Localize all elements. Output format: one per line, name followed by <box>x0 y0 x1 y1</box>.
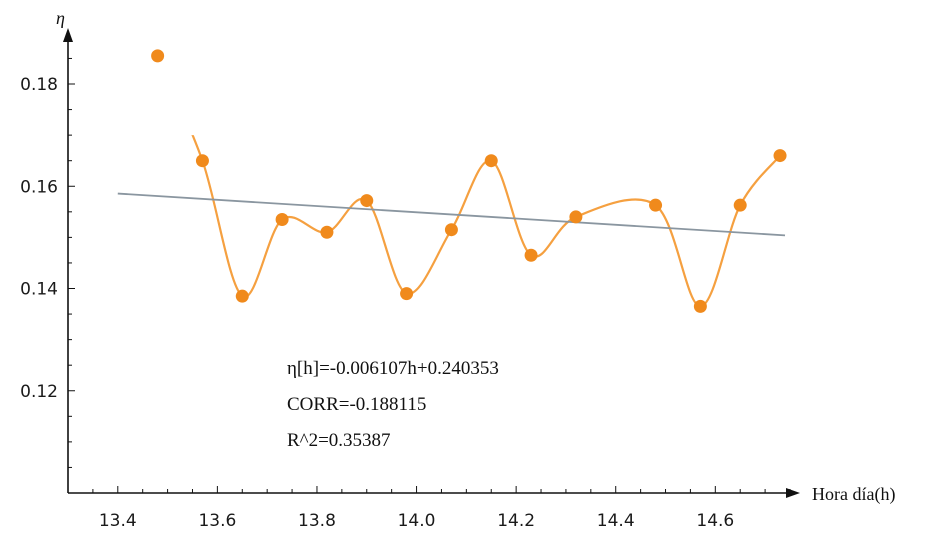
axes <box>63 28 800 498</box>
data-point <box>484 154 498 168</box>
y-tick-label: 0.14 <box>20 280 58 300</box>
data-point <box>360 194 374 208</box>
data-point <box>275 212 289 226</box>
y-tick-label: 0.18 <box>20 75 58 95</box>
y-axis-label: η <box>56 8 65 28</box>
data-point <box>569 210 583 224</box>
x-tick-label: 13.6 <box>198 511 236 531</box>
regression-line <box>117 192 786 237</box>
corr-annotation: CORR=-0.188115 <box>287 394 426 415</box>
x-tick-label: 14.2 <box>497 511 535 531</box>
data-point <box>773 149 787 163</box>
r2-annotation: R^2=0.35387 <box>287 430 391 451</box>
data-point <box>444 223 458 237</box>
y-tick-label: 0.12 <box>20 382 58 402</box>
data-point <box>235 289 249 303</box>
data-point <box>151 49 165 63</box>
ticks <box>68 57 791 493</box>
x-axis-arrow <box>786 488 800 498</box>
x-axis-label: Hora día(h) <box>812 484 895 505</box>
data-point <box>195 154 209 168</box>
equation-annotation: η[h]=-0.006107h+0.240353 <box>287 358 499 379</box>
data-point <box>524 248 538 262</box>
tick-labels: 13.4 13.6 13.8 14.0 14.2 14.4 14.6 0.12 0.14 0.16… <box>20 75 734 531</box>
x-tick-label: 13.8 <box>298 511 336 531</box>
y-axis-arrow <box>63 28 73 42</box>
data-point <box>649 198 663 212</box>
x-tick-label: 14.6 <box>696 511 734 531</box>
y-tick-label: 0.16 <box>20 177 58 197</box>
data-point <box>693 299 707 313</box>
data-point <box>733 198 747 212</box>
data-points <box>151 49 787 313</box>
data-point <box>400 287 414 301</box>
interpolating-curve <box>191 135 781 308</box>
x-tick-label: 14.0 <box>398 511 436 531</box>
x-tick-label: 14.4 <box>597 511 635 531</box>
x-tick-label: 13.4 <box>99 511 137 531</box>
data-point <box>320 225 334 239</box>
